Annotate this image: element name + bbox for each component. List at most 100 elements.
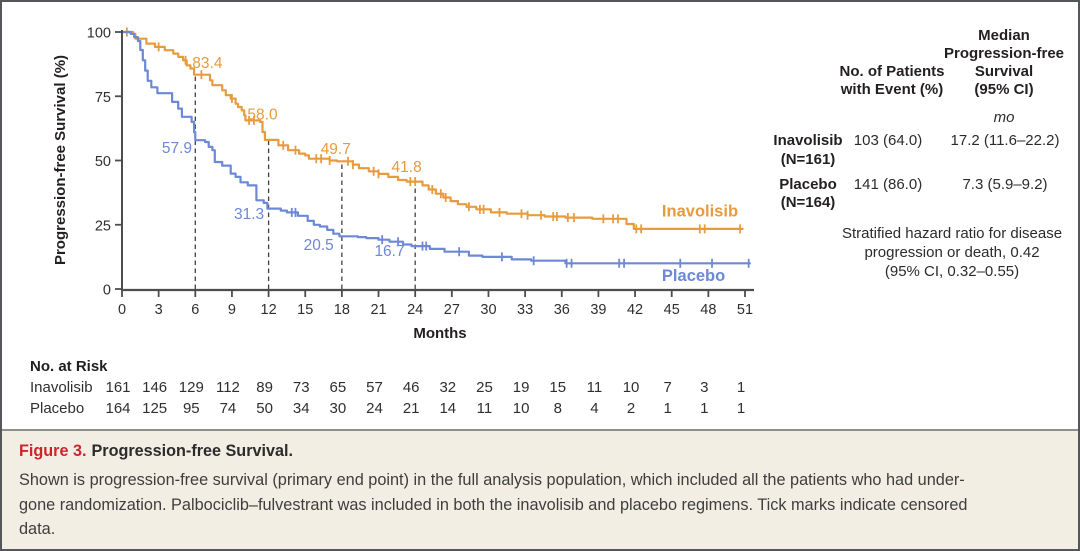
risk-table-title: No. at Risk <box>30 358 108 375</box>
svg-text:2: 2 <box>627 400 635 417</box>
svg-text:15: 15 <box>549 379 566 396</box>
svg-text:164: 164 <box>105 400 130 417</box>
caption-title: Figure 3. Progression-free Survival. <box>19 442 1061 461</box>
censor-ticks-inavolisib <box>125 27 742 234</box>
svg-text:9: 9 <box>228 302 236 318</box>
y-axis-title: Progression-free Survival (%) <box>52 55 69 265</box>
row-inavolisib-median: 17.2 (11.6–22.2) <box>950 132 1060 149</box>
figure-number: Figure 3. <box>19 442 87 460</box>
median-header-line4: (95% CI) <box>974 81 1034 98</box>
svg-text:18: 18 <box>334 302 350 318</box>
svg-text:39: 39 <box>590 302 606 318</box>
row-inavolisib-n: (N=161) <box>780 151 836 168</box>
chart-area: Inavolisib Placebo 83.4 58.0 49.7 41.8 57.9 31.… <box>2 2 1078 429</box>
svg-text:1: 1 <box>737 400 745 417</box>
hazard-line1: Stratified hazard ratio for disease <box>841 225 1063 242</box>
svg-text:89: 89 <box>256 379 273 396</box>
svg-text:16.7: 16.7 <box>374 243 404 260</box>
svg-text:65: 65 <box>330 379 347 396</box>
svg-text:12: 12 <box>261 302 277 318</box>
svg-text:33: 33 <box>517 302 533 318</box>
svg-text:100: 100 <box>87 26 111 42</box>
stats-panel: No. of Patients with Event (%) Median Pr… <box>2 2 1078 429</box>
row-placebo-n: (N=164) <box>780 194 836 211</box>
dashed-markers <box>194 74 416 289</box>
events-header-line1: No. of Patients <box>839 63 945 80</box>
svg-text:95: 95 <box>183 400 200 417</box>
svg-text:0: 0 <box>103 283 111 299</box>
svg-text:6: 6 <box>191 302 199 318</box>
svg-text:34: 34 <box>293 400 310 417</box>
x-axis-title: Months <box>413 325 466 342</box>
svg-text:51: 51 <box>737 302 753 318</box>
svg-text:11: 11 <box>477 400 493 417</box>
svg-text:3: 3 <box>155 302 163 318</box>
svg-text:27: 27 <box>444 302 460 318</box>
svg-text:4: 4 <box>590 400 598 417</box>
svg-text:30: 30 <box>480 302 496 318</box>
series-label-placebo: Placebo <box>662 267 725 285</box>
svg-text:3: 3 <box>700 379 708 396</box>
svg-text:19: 19 <box>513 379 530 396</box>
pfs-curve-inavolisib: Inavolisib <box>120 27 744 234</box>
median-header-line1: Median <box>978 27 1030 44</box>
unit-label: mo <box>993 109 1015 126</box>
row-placebo-events: 141 (86.0) <box>853 176 923 193</box>
figure-title-text: Progression-free Survival. <box>91 442 293 460</box>
svg-text:41.8: 41.8 <box>392 159 422 176</box>
km-chart-svg: Inavolisib Placebo 83.4 58.0 49.7 41.8 57.9 31.… <box>30 26 754 417</box>
svg-text:14: 14 <box>439 400 456 417</box>
svg-text:46: 46 <box>403 379 420 396</box>
svg-text:161: 161 <box>105 379 130 396</box>
median-header-line3: Survival <box>974 63 1034 80</box>
svg-text:21: 21 <box>370 302 386 318</box>
svg-text:45: 45 <box>664 302 680 318</box>
row-inavolisib-events: 103 (64.0) <box>853 132 923 149</box>
svg-text:74: 74 <box>220 400 237 417</box>
svg-text:58.0: 58.0 <box>247 106 278 123</box>
svg-text:24: 24 <box>366 400 383 417</box>
svg-text:1: 1 <box>664 400 672 417</box>
svg-text:11: 11 <box>587 379 603 396</box>
row-inavolisib-label: Inavolisib <box>773 132 843 149</box>
hazard-line2: progression or death, 0.42 <box>864 244 1040 261</box>
svg-text:31.3: 31.3 <box>234 206 264 223</box>
svg-text:112: 112 <box>216 379 240 396</box>
svg-text:10: 10 <box>623 379 640 396</box>
hazard-ratio-note: Stratified hazard ratio for disease prog… <box>842 224 1062 281</box>
row-placebo-median: 7.3 (5.9–9.2) <box>962 176 1048 193</box>
svg-text:10: 10 <box>513 400 530 417</box>
svg-text:57: 57 <box>366 379 383 396</box>
caption-line-2: gone randomization. Palbociclib–fulvestr… <box>19 495 968 514</box>
svg-text:50: 50 <box>256 400 273 417</box>
svg-text:24: 24 <box>407 302 423 318</box>
events-header-line2: with Event (%) <box>840 81 944 98</box>
svg-text:7: 7 <box>664 379 672 396</box>
svg-text:36: 36 <box>554 302 570 318</box>
svg-text:8: 8 <box>554 400 562 417</box>
svg-text:32: 32 <box>439 379 456 396</box>
svg-text:1: 1 <box>700 400 708 417</box>
series-label-inavolisib: Inavolisib <box>662 203 738 221</box>
hazard-line3: (95% CI, 0.32–0.55) <box>884 263 1020 280</box>
svg-text:21: 21 <box>403 400 420 417</box>
svg-text:0: 0 <box>118 302 126 318</box>
svg-text:129: 129 <box>179 379 204 396</box>
caption-line-3: data. <box>19 520 56 538</box>
svg-text:73: 73 <box>293 379 310 396</box>
svg-text:25: 25 <box>476 379 493 396</box>
caption-line-1: Shown is progression-free survival (prim… <box>19 471 965 489</box>
svg-text:20.5: 20.5 <box>304 237 334 254</box>
svg-text:25: 25 <box>95 218 111 234</box>
svg-text:48: 48 <box>700 302 716 318</box>
svg-text:15: 15 <box>297 302 313 318</box>
svg-text:1: 1 <box>737 379 745 396</box>
svg-text:83.4: 83.4 <box>192 55 223 72</box>
value-annotations: 83.4 58.0 49.7 41.8 57.9 31.3 20.5 16.7 <box>162 55 422 260</box>
svg-text:57.9: 57.9 <box>162 140 192 157</box>
risk-row-label-placebo: Placebo <box>30 400 84 417</box>
risk-row-label-inavolisib: Inavolisib <box>30 379 93 396</box>
